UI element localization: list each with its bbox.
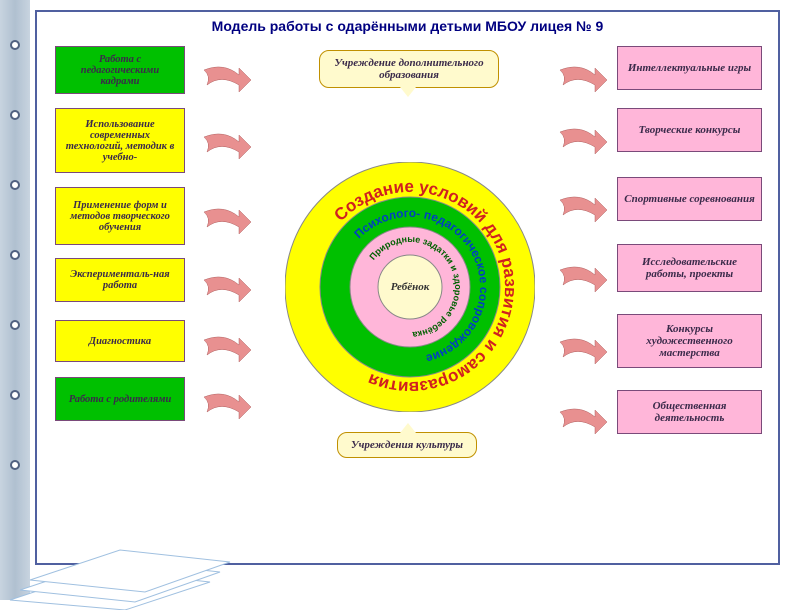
arrow-out-icon — [555, 60, 610, 100]
arrow-in-icon — [199, 330, 254, 370]
concentric-circles: Создание условий для развития и саморазв… — [285, 162, 535, 412]
left-box-3: Эксперименталь-ная работа — [55, 258, 185, 302]
left-box-4: Диагностика — [55, 320, 185, 362]
arrow-in-icon — [199, 270, 254, 310]
callout-bottom: Учреждения культуры — [337, 432, 477, 458]
right-box-5: Общественная деятельность — [617, 390, 762, 434]
left-box-5: Работа с родителями — [55, 377, 185, 421]
right-box-2: Спортивные соревнования — [617, 177, 762, 221]
diagram-title: Модель работы с одарёнными детьми МБОУ л… — [37, 18, 778, 34]
callout-top: Учреждение дополнительного образования — [319, 50, 499, 88]
arrow-in-icon — [199, 60, 254, 100]
arrow-out-icon — [555, 190, 610, 230]
diagram-frame: Модель работы с одарёнными детьми МБОУ л… — [35, 10, 780, 565]
left-box-1: Использование современных технологий, ме… — [55, 108, 185, 173]
right-box-4: Конкурсы художественного мастерства — [617, 314, 762, 368]
arrow-in-icon — [199, 127, 254, 167]
left-box-0: Работа с педагогическими кадрами — [55, 46, 185, 94]
arrow-in-icon — [199, 202, 254, 242]
paper-stack-decoration — [0, 510, 260, 610]
right-box-1: Творческие конкурсы — [617, 108, 762, 152]
arrow-out-icon — [555, 402, 610, 442]
arrow-out-icon — [555, 260, 610, 300]
arrow-in-icon — [199, 387, 254, 427]
arrow-out-icon — [555, 332, 610, 372]
right-box-0: Интеллектуальные игры — [617, 46, 762, 90]
left-box-2: Применение форм и методов творческого об… — [55, 187, 185, 245]
arrow-out-icon — [555, 122, 610, 162]
right-box-3: Исследовательские работы, проекты — [617, 244, 762, 292]
ring-center-label: Ребёнок — [391, 281, 430, 293]
